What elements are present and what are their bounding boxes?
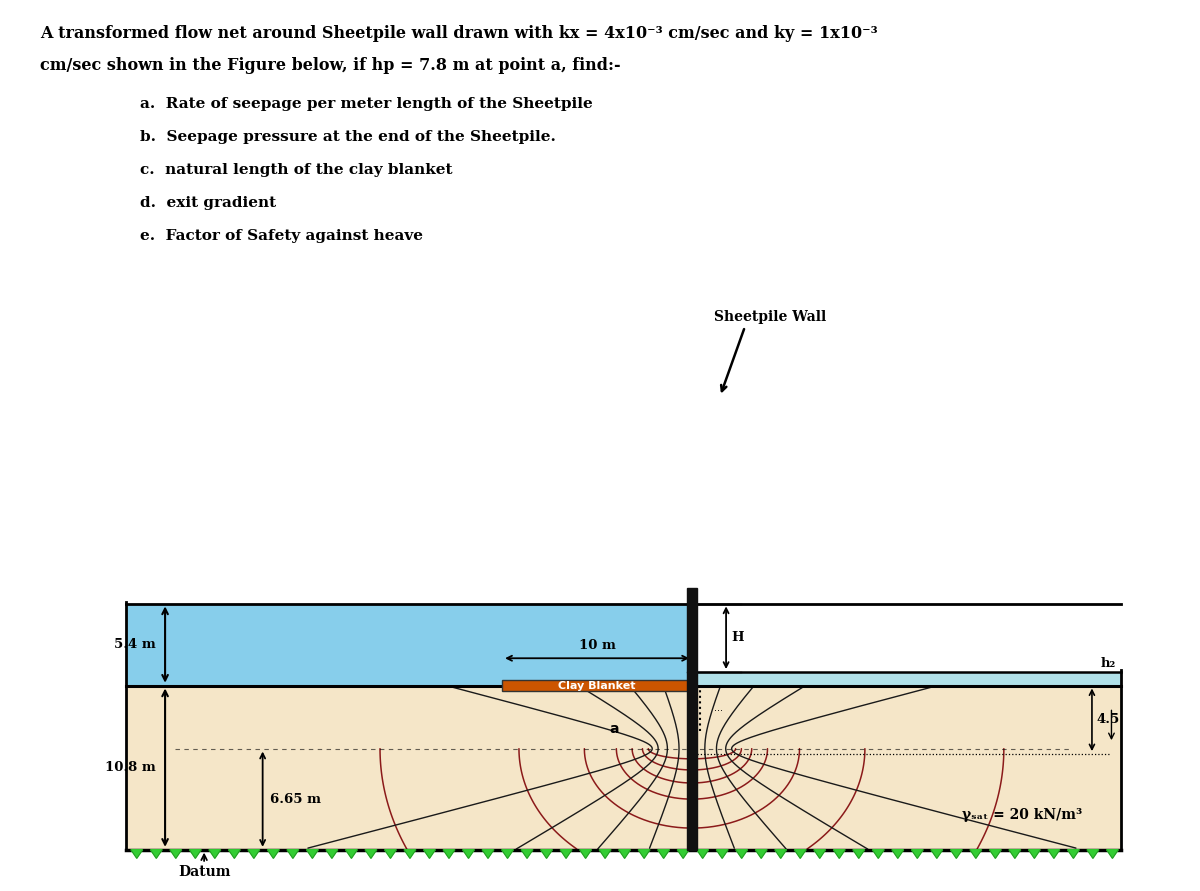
Polygon shape (912, 850, 923, 858)
Polygon shape (482, 850, 494, 858)
Polygon shape (346, 850, 358, 858)
Text: b.  Seepage pressure at the end of the Sheetpile.: b. Seepage pressure at the end of the Sh… (140, 130, 556, 143)
Text: cm/sec shown in the Figure below, if hp = 7.8 m at point a, find:-: cm/sec shown in the Figure below, if hp … (40, 57, 620, 74)
Polygon shape (736, 850, 748, 858)
Polygon shape (692, 672, 1121, 685)
Polygon shape (1028, 850, 1040, 858)
Polygon shape (638, 850, 650, 858)
Text: ...: ... (714, 703, 724, 714)
Polygon shape (306, 850, 318, 858)
Polygon shape (1068, 850, 1079, 858)
Polygon shape (541, 850, 552, 858)
Text: 4.5: 4.5 (1097, 714, 1120, 726)
Polygon shape (833, 850, 845, 858)
Polygon shape (677, 850, 689, 858)
Polygon shape (814, 850, 826, 858)
Polygon shape (443, 850, 455, 858)
Bar (503, 680, 692, 691)
Text: e.  Factor of Safety against heave: e. Factor of Safety against heave (140, 229, 424, 242)
Text: 5.4 m: 5.4 m (114, 638, 155, 651)
Polygon shape (384, 850, 396, 858)
Text: Datum: Datum (178, 865, 230, 879)
Text: γₛₐₜ = 20 kN/m³: γₛₐₜ = 20 kN/m³ (962, 807, 1082, 822)
Text: a.  Rate of seepage per meter length of the Sheetpile: a. Rate of seepage per meter length of t… (140, 97, 593, 110)
Polygon shape (228, 850, 240, 858)
Polygon shape (170, 850, 181, 858)
Polygon shape (990, 850, 1001, 858)
Polygon shape (599, 850, 611, 858)
Polygon shape (190, 850, 202, 858)
Polygon shape (580, 850, 592, 858)
Polygon shape (521, 850, 533, 858)
Polygon shape (365, 850, 377, 858)
Polygon shape (1009, 850, 1021, 858)
Polygon shape (892, 850, 904, 858)
Text: h₂: h₂ (1102, 657, 1116, 669)
Text: d.  exit gradient: d. exit gradient (140, 196, 276, 209)
Polygon shape (502, 850, 514, 858)
Bar (688, 588, 697, 850)
Polygon shape (268, 850, 280, 858)
Polygon shape (404, 850, 416, 858)
Polygon shape (755, 850, 767, 858)
Polygon shape (931, 850, 943, 858)
Text: Clay Blanket: Clay Blanket (558, 681, 636, 691)
Polygon shape (287, 850, 299, 858)
Polygon shape (560, 850, 572, 858)
Polygon shape (853, 850, 865, 858)
Polygon shape (131, 850, 143, 858)
Polygon shape (775, 850, 786, 858)
Polygon shape (716, 850, 728, 858)
Polygon shape (248, 850, 259, 858)
Polygon shape (697, 850, 708, 858)
Text: A transformed flow net around Sheetpile wall drawn with kx = 4x10⁻³ cm/sec and k: A transformed flow net around Sheetpile … (40, 25, 877, 42)
Text: 10 m: 10 m (578, 639, 616, 652)
Text: a: a (610, 722, 619, 736)
Polygon shape (126, 603, 692, 685)
Polygon shape (970, 850, 982, 858)
Polygon shape (872, 850, 884, 858)
Polygon shape (1048, 850, 1060, 858)
Polygon shape (150, 850, 162, 858)
Polygon shape (463, 850, 474, 858)
Text: Sheetpile Wall: Sheetpile Wall (714, 310, 826, 324)
Polygon shape (126, 685, 1121, 850)
Text: c.  natural length of the clay blanket: c. natural length of the clay blanket (140, 163, 452, 176)
Polygon shape (209, 850, 221, 858)
Polygon shape (326, 850, 337, 858)
Polygon shape (1087, 850, 1099, 858)
Polygon shape (658, 850, 670, 858)
Polygon shape (794, 850, 806, 858)
Polygon shape (424, 850, 436, 858)
Polygon shape (619, 850, 630, 858)
Polygon shape (1106, 850, 1118, 858)
Text: 10.8 m: 10.8 m (104, 761, 155, 774)
Polygon shape (950, 850, 962, 858)
Text: 6.65 m: 6.65 m (270, 793, 322, 805)
Text: H: H (731, 631, 744, 644)
